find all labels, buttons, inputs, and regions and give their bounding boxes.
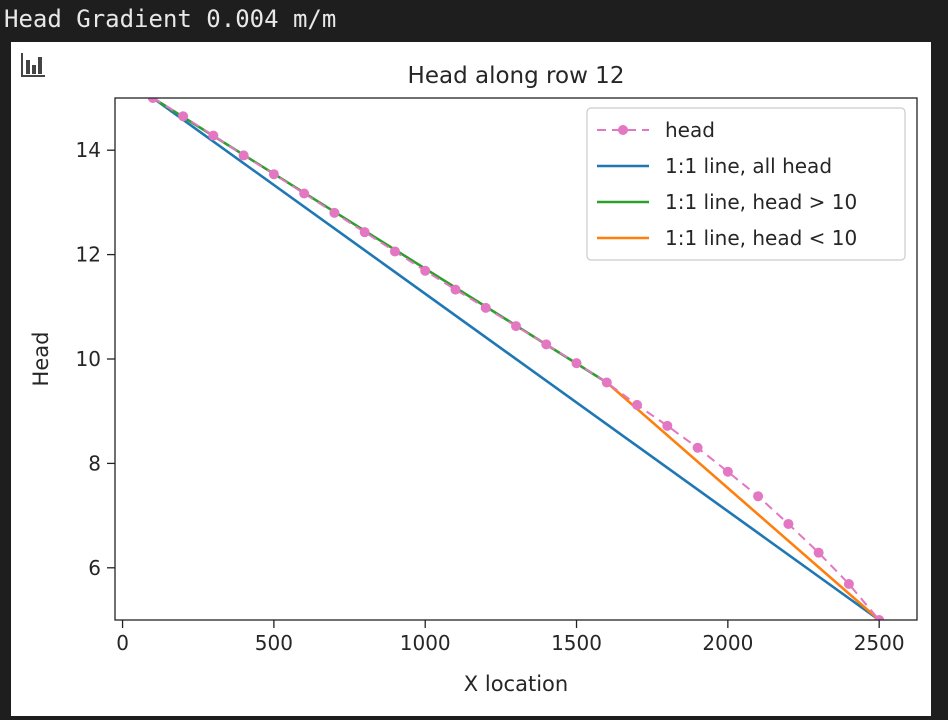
x-axis-label: X location — [464, 672, 568, 696]
head-marker — [783, 518, 794, 529]
head-marker — [208, 130, 219, 141]
head-marker — [450, 284, 461, 295]
head-marker — [511, 321, 521, 332]
legend: head 1:1 line, all head 1:1 line, head > 1… — [586, 107, 906, 261]
head-marker — [692, 442, 703, 453]
legend-label: 1:1 line, head > 10 — [665, 190, 857, 214]
head-marker — [843, 578, 854, 589]
x-tick-label: 0 — [116, 631, 129, 655]
legend-label: 1:1 line, all head — [665, 154, 832, 178]
y-tick-label: 10 — [76, 347, 101, 371]
x-axis: 0 500 1000 1500 2000 2500 — [116, 620, 905, 655]
head-marker — [299, 188, 310, 199]
chart-title: Head along row 12 — [408, 63, 625, 89]
x-tick-label: 500 — [255, 631, 293, 655]
y-axis: 6 8 10 12 14 — [76, 138, 115, 580]
y-tick-label: 12 — [76, 243, 101, 267]
y-tick-label: 8 — [88, 451, 101, 475]
legend-box — [586, 107, 906, 261]
series-line-2 — [152, 98, 608, 384]
head-marker — [632, 399, 643, 410]
head-marker — [571, 358, 582, 369]
series-line-1 — [152, 98, 880, 620]
head-marker — [359, 227, 370, 238]
head-marker — [268, 169, 279, 180]
head-marker — [178, 111, 189, 122]
x-tick-label: 1000 — [400, 631, 451, 655]
plot-markers — [147, 98, 885, 620]
y-axis-label: Head — [29, 332, 53, 387]
series-line-3 — [605, 381, 881, 620]
line-chart: Head along row 12 0 500 1000 1500 2000 2500 6… — [29, 63, 918, 696]
head-marker — [480, 302, 491, 313]
head-marker — [389, 246, 400, 257]
legend-label: 1:1 line, head < 10 — [665, 226, 857, 250]
head-marker — [541, 339, 552, 350]
cell-output-text: Head Gradient 0.004 m/m — [4, 5, 337, 33]
head-marker — [722, 466, 733, 477]
y-tick-label: 14 — [76, 138, 101, 162]
head-marker — [601, 377, 612, 388]
head-marker — [874, 615, 885, 620]
head-marker — [662, 420, 673, 431]
head-marker — [420, 265, 431, 276]
legend-marker — [618, 125, 628, 135]
y-tick-label: 6 — [88, 556, 101, 580]
head-marker — [329, 207, 340, 218]
head-marker — [238, 150, 249, 161]
figure-panel: Head along row 12 0 500 1000 1500 2000 2500 6… — [11, 42, 931, 716]
head-marker — [147, 98, 158, 103]
head-marker — [753, 491, 764, 502]
x-tick-label: 2000 — [702, 631, 753, 655]
head-marker — [813, 547, 824, 558]
bar-chart-icon[interactable] — [19, 50, 49, 80]
x-tick-label: 1500 — [551, 631, 602, 655]
legend-label: head — [665, 118, 715, 142]
x-tick-label: 2500 — [854, 631, 905, 655]
